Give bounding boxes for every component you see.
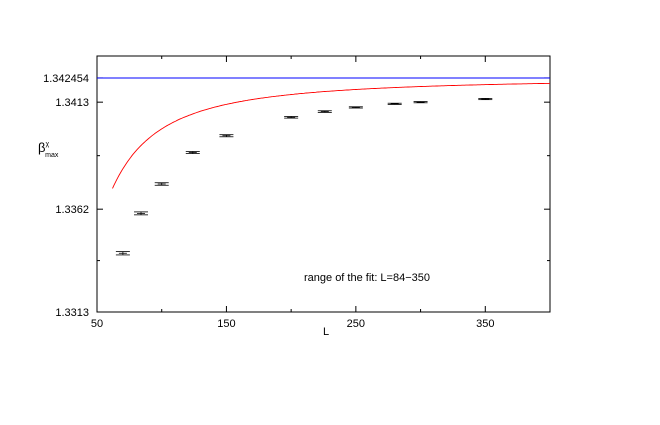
y-tick-label: 1.342454 (43, 73, 89, 85)
data-point (317, 110, 332, 113)
fit-layer (112, 82, 551, 189)
data-point (219, 134, 234, 138)
x-tick-label: 50 (91, 318, 103, 330)
y-tick-label: 1.3362 (55, 204, 89, 216)
data-point (134, 211, 149, 216)
y-axis-label-sub: max (45, 152, 59, 159)
data-point (185, 151, 200, 154)
plot-frame (96, 55, 551, 313)
data-point (478, 97, 493, 101)
x-axis-ticks: 50 150 250 350 (91, 56, 494, 330)
fit-range-annotation: range of the fit: L=84−350 (304, 272, 430, 284)
x-tick-label: 250 (347, 318, 365, 330)
data-point (115, 251, 130, 256)
y-tick-label: 1.3313 (55, 307, 89, 319)
x-tick-label: 150 (217, 318, 235, 330)
data-point (387, 102, 402, 105)
y-tick-label: 1.3413 (55, 97, 89, 109)
data-points-layer (115, 97, 493, 256)
data-point (284, 116, 299, 119)
x-tick-label: 350 (476, 318, 494, 330)
y-axis-ticks: 1.3313 1.3362 1.3413 1.342454 (43, 73, 550, 319)
y-axis-label-sup: χ (45, 141, 49, 148)
data-point (154, 182, 169, 186)
fit-curve (112, 82, 551, 189)
data-point (413, 101, 428, 104)
y-axis-label: βχ max (38, 140, 59, 159)
y-axis-label-base: β (38, 140, 45, 155)
data-point (348, 106, 363, 109)
x-axis-label: L (323, 326, 329, 338)
